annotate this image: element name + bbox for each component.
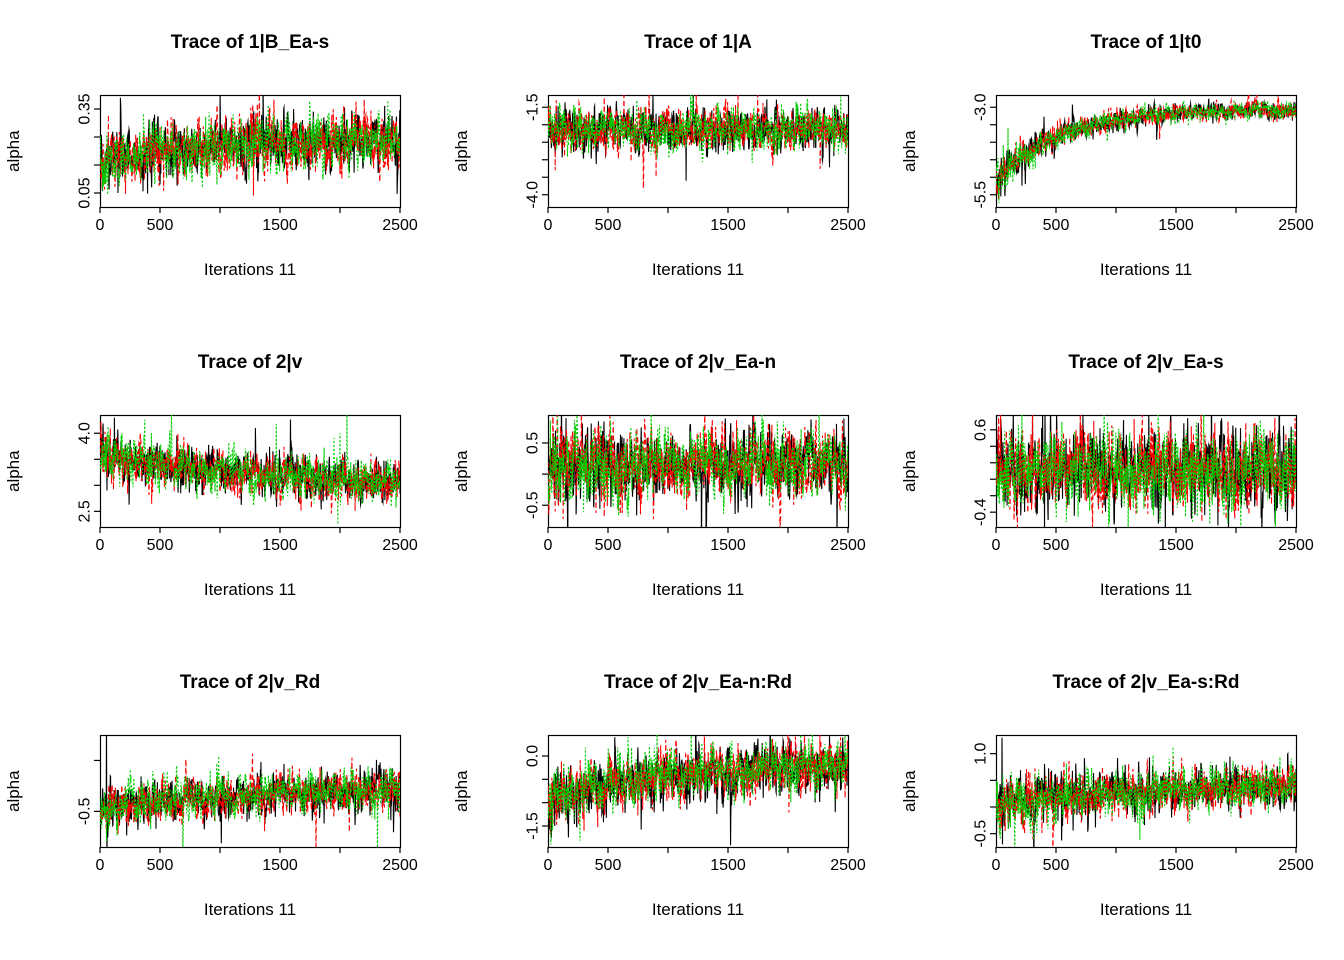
- y-axis-label: alpha: [900, 770, 919, 812]
- trace-canvas: [0, 640, 448, 960]
- trace-panel-5: Trace of 2|v_Ea-n alpha Iterations 11: [448, 320, 896, 640]
- x-axis-label: Iterations 11: [1099, 260, 1193, 279]
- trace-canvas: [896, 320, 1344, 640]
- trace-canvas: [0, 0, 448, 320]
- trace-canvas: [448, 320, 896, 640]
- panel-title: Trace of 2|v_Ea-n: [619, 352, 777, 373]
- trace-panel-6: Trace of 2|v_Ea-s alpha Iterations 11: [896, 320, 1344, 640]
- x-axis-label: Iterations 11: [203, 580, 297, 599]
- x-axis-label: Iterations 11: [651, 580, 745, 599]
- y-axis-label: alpha: [900, 130, 919, 172]
- panel-title: Trace of 1|t0: [1090, 32, 1202, 53]
- trace-canvas: [0, 320, 448, 640]
- panel-title: Trace of 2|v_Rd: [179, 672, 321, 693]
- panel-title: Trace of 2|v_Ea-s: [1068, 352, 1224, 373]
- trace-panel-4: Trace of 2|v alpha Iterations 11: [0, 320, 448, 640]
- trace-panel-7: Trace of 2|v_Rd alpha Iterations 11: [0, 640, 448, 960]
- trace-panel-2: Trace of 1|A alpha Iterations 11: [448, 0, 896, 320]
- x-axis-label: Iterations 11: [651, 900, 745, 919]
- y-axis-label: alpha: [452, 770, 471, 812]
- trace-panel-3: Trace of 1|t0 alpha Iterations 11: [896, 0, 1344, 320]
- panel-title: Trace of 2|v_Ea-n:Rd: [604, 672, 792, 693]
- y-axis-label: alpha: [900, 450, 919, 492]
- x-axis-label: Iterations 11: [203, 900, 297, 919]
- panel-title: Trace of 1|A: [644, 32, 752, 53]
- x-axis-label: Iterations 11: [651, 260, 745, 279]
- x-axis-label: Iterations 11: [1099, 580, 1193, 599]
- trace-canvas: [896, 0, 1344, 320]
- x-axis-label: Iterations 11: [1099, 900, 1193, 919]
- trace-canvas: [448, 0, 896, 320]
- trace-canvas: [896, 640, 1344, 960]
- trace-panel-9: Trace of 2|v_Ea-s:Rd alpha Iterations 11: [896, 640, 1344, 960]
- panel-title: Trace of 1|B_Ea-s: [170, 32, 330, 53]
- y-axis-label: alpha: [4, 130, 23, 172]
- trace-panel-8: Trace of 2|v_Ea-n:Rd alpha Iterations 11: [448, 640, 896, 960]
- x-axis-label: Iterations 11: [203, 260, 297, 279]
- trace-panel-1: Trace of 1|B_Ea-s alpha Iterations 11: [0, 0, 448, 320]
- trace-canvas: [448, 640, 896, 960]
- y-axis-label: alpha: [452, 130, 471, 172]
- y-axis-label: alpha: [452, 450, 471, 492]
- panel-title: Trace of 2|v_Ea-s:Rd: [1052, 672, 1240, 693]
- y-axis-label: alpha: [4, 770, 23, 812]
- y-axis-label: alpha: [4, 450, 23, 492]
- panel-title: Trace of 2|v: [197, 352, 303, 373]
